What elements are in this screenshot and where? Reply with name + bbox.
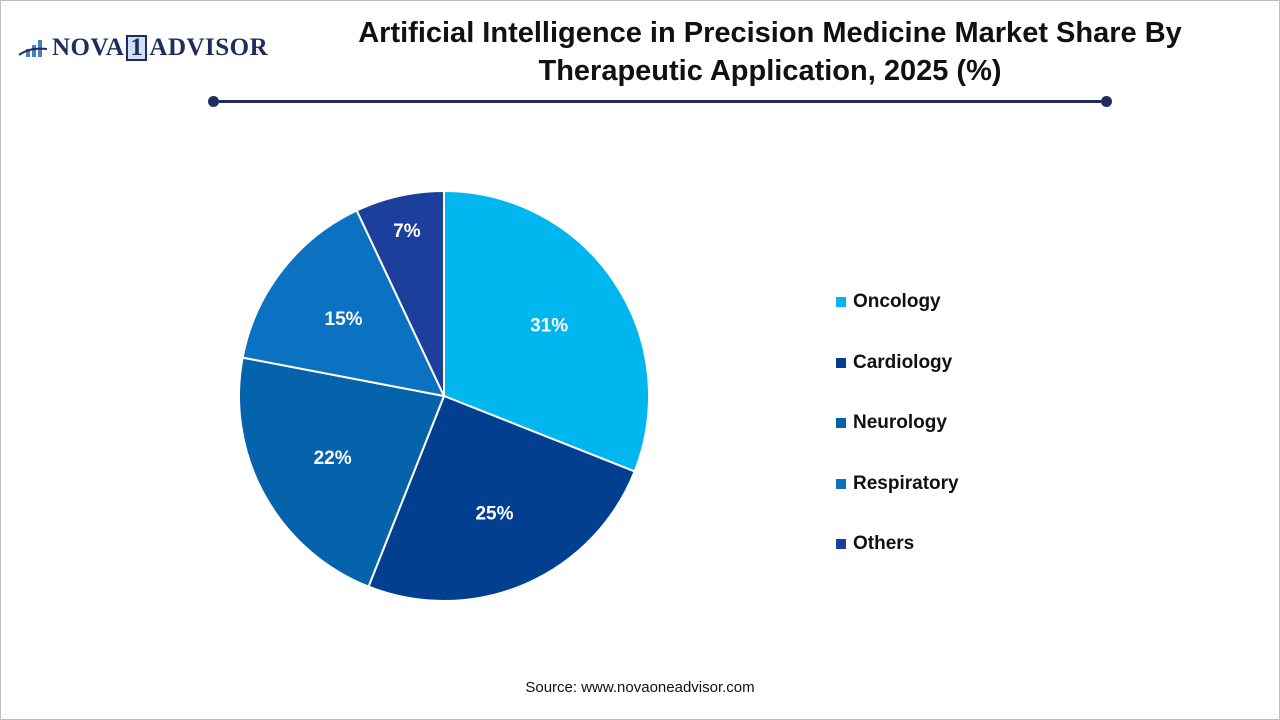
- legend-item-others: Others: [836, 514, 959, 575]
- logo-text: NOVA 1 ADVISOR: [52, 34, 269, 61]
- legend-swatch: [836, 357, 846, 368]
- pie-slice-neurology: [238, 356, 446, 588]
- pie-slice-oncology: [443, 189, 650, 473]
- underline-dot-right: [1101, 96, 1112, 107]
- pie-slice-cardiology: [367, 394, 636, 602]
- legend-label: Respiratory: [853, 472, 959, 494]
- legend-label: Others: [853, 533, 915, 555]
- legend-item-oncology: Oncology: [836, 272, 959, 333]
- logo-bars-icon: [18, 40, 48, 57]
- legend-label: Oncology: [853, 291, 941, 313]
- legend-item-respiratory: Respiratory: [836, 454, 959, 515]
- data-label-others: 7%: [393, 221, 421, 242]
- legend-swatch: [836, 478, 846, 489]
- legend: Oncology Cardiology Neurology Respiratory Ot…: [836, 272, 959, 575]
- legend-item-cardiology: Cardiology: [836, 333, 959, 394]
- pie-slice-others: [355, 189, 445, 397]
- data-label-oncology: 31%: [530, 316, 568, 337]
- legend-label: Cardiology: [853, 351, 953, 373]
- legend-swatch: [836, 539, 846, 550]
- source-note: Source: www.novaoneadvisor.com: [525, 679, 755, 696]
- legend-item-neurology: Neurology: [836, 393, 959, 454]
- data-label-respiratory: 15%: [325, 309, 363, 330]
- data-label-neurology: 22%: [314, 448, 352, 469]
- underline-dot-left: [208, 96, 219, 107]
- legend-swatch: [836, 297, 846, 308]
- legend-swatch: [836, 418, 846, 429]
- legend-label: Neurology: [853, 412, 947, 434]
- data-label-cardiology: 25%: [475, 504, 513, 525]
- title-underline: [213, 100, 1106, 103]
- pie-slice-respiratory: [241, 209, 446, 398]
- chart-title: Artificial Intelligence in Precision Med…: [358, 17, 1182, 87]
- logo: NOVA 1 ADVISOR: [18, 34, 268, 62]
